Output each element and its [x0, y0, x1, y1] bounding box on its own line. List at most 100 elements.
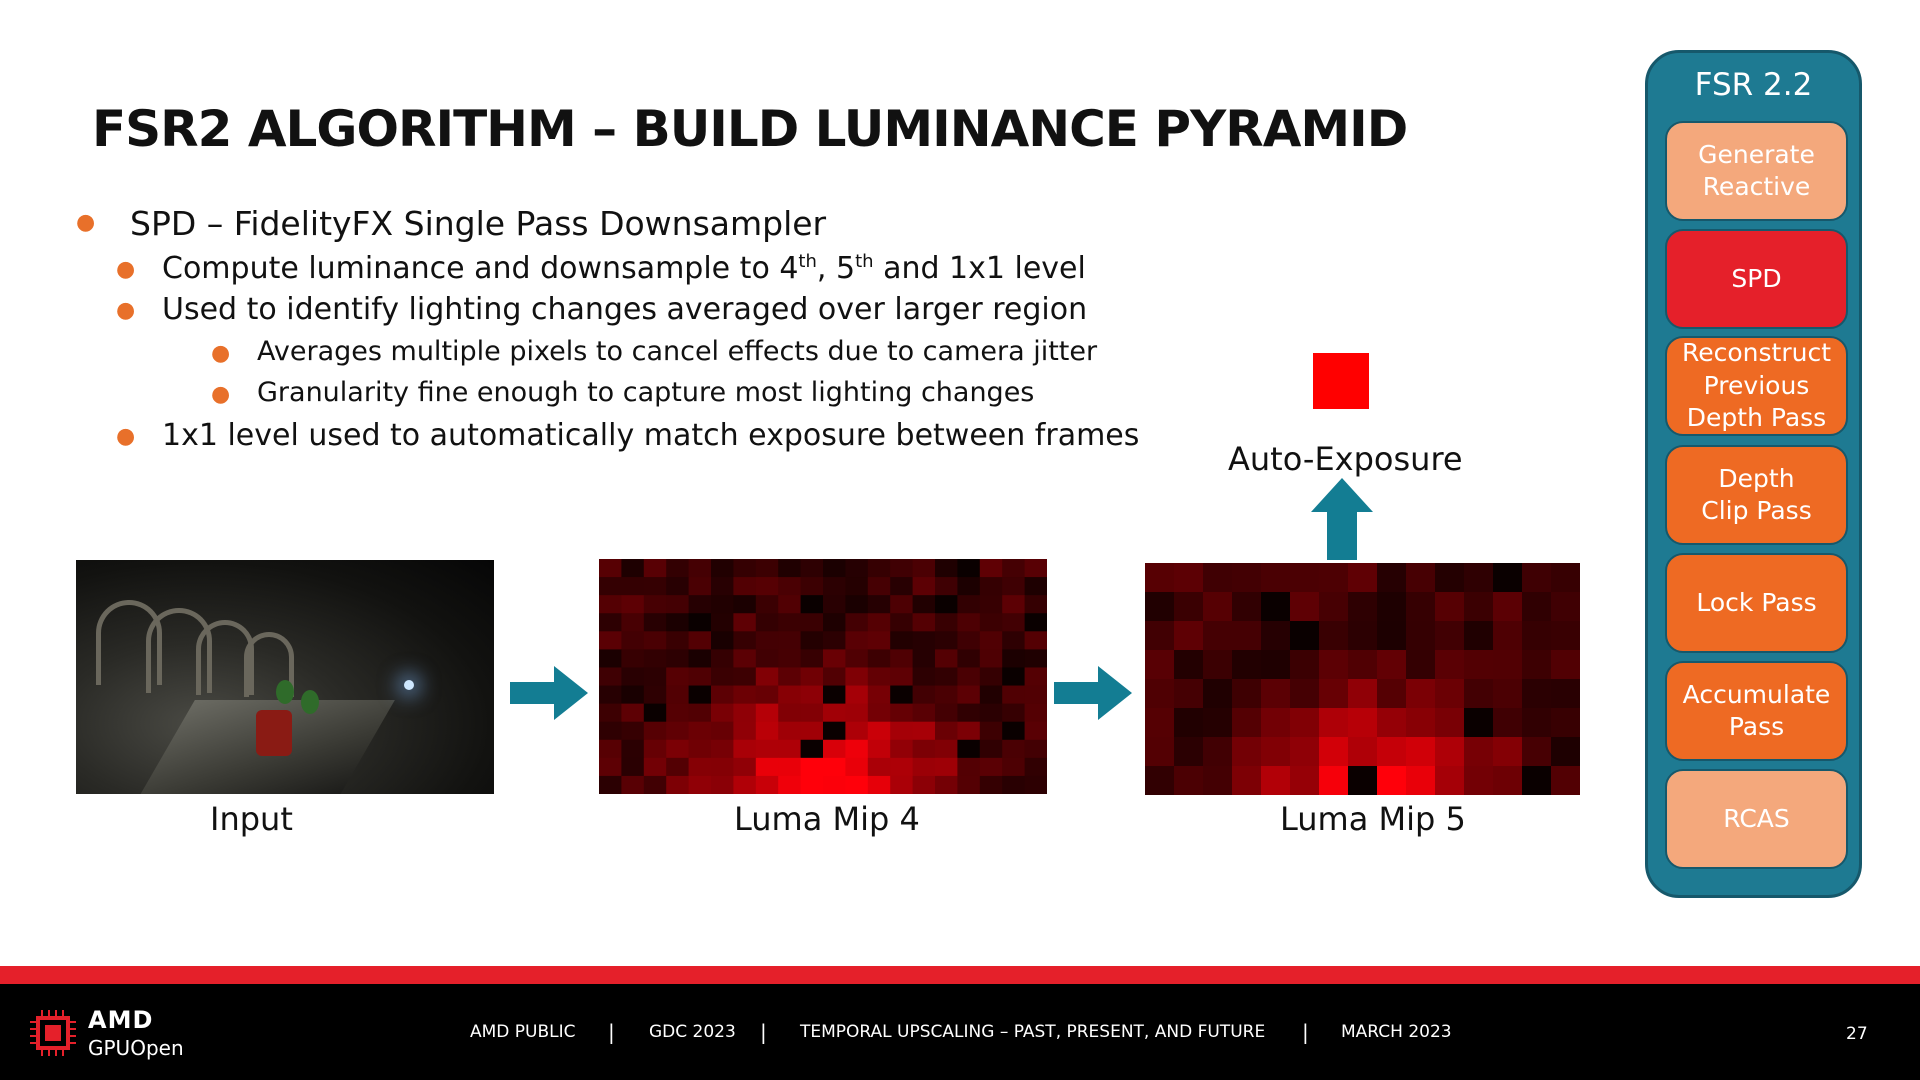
luma-pixel: [778, 685, 802, 704]
luma-pixel: [711, 775, 734, 794]
luma-pixel: [935, 559, 958, 578]
luma-pixel: [755, 739, 779, 759]
luma-pixel: [800, 775, 824, 794]
luma-pixel: [979, 739, 1003, 759]
luma-pixel: [1464, 650, 1494, 680]
luma-pixel: [867, 559, 891, 578]
luma-pixel: [688, 631, 712, 650]
luma-pixel: [890, 739, 914, 759]
luma-pixel: [867, 703, 891, 723]
luma-pixel: [935, 757, 958, 777]
luma-pixel: [643, 649, 667, 668]
luma-pixel: [957, 631, 981, 650]
bullet-text: , 5: [816, 251, 856, 286]
luma-pixel: [755, 577, 779, 596]
footer-accent-bar: [0, 966, 1920, 984]
luma-pixel: [755, 703, 779, 723]
luma-pixel: [1319, 650, 1349, 680]
luma-pixel: [979, 613, 1003, 632]
luma-pixel: [912, 721, 936, 741]
luma-pixel: [621, 757, 645, 777]
luma-pixel: [1024, 577, 1047, 596]
luma-pixel: [778, 577, 802, 596]
luma-pixel: [1145, 563, 1175, 593]
bullet-dot-icon: ●: [116, 424, 136, 449]
luma-pixel: [1232, 592, 1262, 622]
luma-pixel: [1464, 621, 1494, 651]
luma-pixel: [1002, 739, 1026, 759]
luma-pixel: [1290, 708, 1320, 738]
luma-pixel: [1464, 737, 1494, 767]
luma-pixel: [800, 559, 824, 578]
luma-pixel: [1024, 703, 1047, 723]
luma-pixel: [800, 757, 824, 777]
luma-pixel: [1435, 737, 1465, 767]
scene-plant: [301, 690, 319, 714]
luma-pixel: [890, 703, 914, 723]
luma-pixel: [1435, 621, 1465, 651]
luma-pixel: [666, 739, 690, 759]
luma-pixel: [1319, 679, 1349, 709]
luma-pixel: [845, 667, 869, 686]
luma-pixel: [688, 559, 712, 578]
luma-pixel: [1290, 766, 1320, 795]
superscript: th: [855, 251, 874, 272]
luma-pixel: [688, 721, 712, 741]
luma-pixel: [778, 649, 802, 668]
luma-pixel: [845, 757, 869, 777]
luma-pixel: [823, 685, 846, 704]
luma-pixel: [1261, 621, 1291, 651]
luma-pixel: [912, 577, 936, 596]
luma-pixel: [1348, 679, 1378, 709]
bullet-text: 1x1 level used to automatically match ex…: [162, 418, 1140, 453]
luma-pixel: [845, 595, 869, 614]
luma-pixel: [711, 613, 734, 632]
luma-pixel: [800, 649, 824, 668]
luma-pixel: [800, 685, 824, 704]
luma-pixel: [867, 613, 891, 632]
luma-pixel: [1024, 739, 1047, 759]
luma-pixel: [621, 649, 645, 668]
input-scene-image: [76, 560, 494, 794]
luma-pixel: [890, 757, 914, 777]
luma-pixel: [755, 775, 779, 794]
luma-pixel: [1203, 679, 1233, 709]
luma-pixel: [912, 595, 936, 614]
luma-pixel: [688, 595, 712, 614]
luma-pixel: [935, 775, 958, 794]
luma-pixel: [1290, 737, 1320, 767]
luma-pixel: [823, 613, 846, 632]
amd-chip-logo-icon: [30, 1010, 76, 1056]
arrow-up-icon: [1311, 478, 1373, 564]
luma-pixel: [1002, 757, 1026, 777]
luma-pixel: [1464, 708, 1494, 738]
luma-pixel: [1145, 592, 1175, 622]
luma-pixel: [688, 739, 712, 759]
luma-pixel: [1348, 592, 1378, 622]
luma-pixel: [867, 739, 891, 759]
luma-pixel: [599, 757, 622, 777]
luma-pixel: [800, 595, 824, 614]
luma-pixel: [867, 775, 891, 794]
luma-pixel: [845, 685, 869, 704]
luma-pixel: [666, 703, 690, 723]
luma-pixel: [1203, 592, 1233, 622]
stage-accumulate: Accumulate Pass: [1665, 661, 1848, 761]
luma-pixel: [1174, 563, 1204, 593]
luma-pixel: [711, 667, 734, 686]
luma-pixel: [1522, 621, 1552, 651]
superscript: th: [798, 251, 817, 272]
luma-pixel: [755, 685, 779, 704]
luma-pixel: [599, 739, 622, 759]
luma-pixel: [1464, 592, 1494, 622]
stage-depth-clip: Depth Clip Pass: [1665, 445, 1848, 545]
luma-pixel: [1319, 708, 1349, 738]
luma-pixel: [599, 649, 622, 668]
luma-pixel: [621, 613, 645, 632]
luma-pixel: [778, 559, 802, 578]
luma-pixel: [890, 559, 914, 578]
luma-pixel: [912, 649, 936, 668]
luma-pixel: [666, 667, 690, 686]
luma-pixel: [957, 613, 981, 632]
luma-pixel: [957, 667, 981, 686]
